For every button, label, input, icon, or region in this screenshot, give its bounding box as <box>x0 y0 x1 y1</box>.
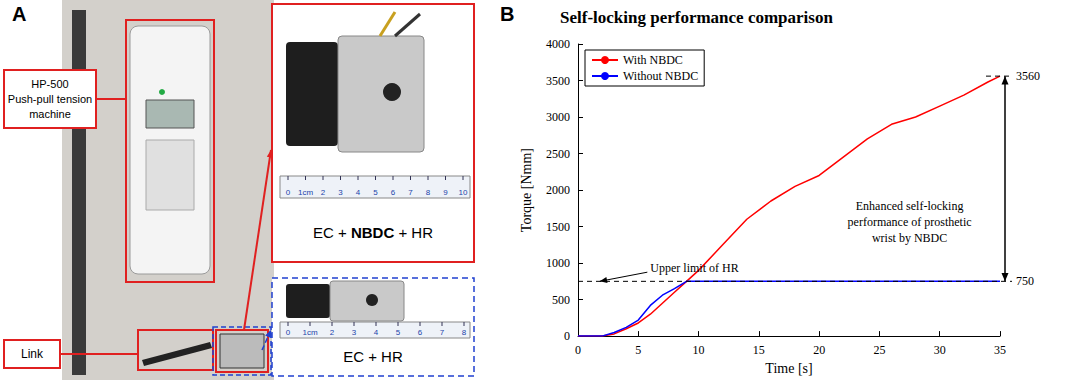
svg-text:Enhanced self-locking: Enhanced self-locking <box>856 199 964 213</box>
svg-text:4: 4 <box>356 188 361 197</box>
svg-text:10: 10 <box>459 188 468 197</box>
svg-text:2500: 2500 <box>546 147 570 161</box>
svg-text:2: 2 <box>330 328 335 337</box>
svg-text:35: 35 <box>994 343 1006 357</box>
svg-text:7: 7 <box>408 188 413 197</box>
svg-text:5: 5 <box>373 188 378 197</box>
svg-text:5: 5 <box>635 343 641 357</box>
svg-text:30: 30 <box>934 343 946 357</box>
svg-text:Without NBDC: Without NBDC <box>623 69 698 83</box>
svg-text:5: 5 <box>396 328 401 337</box>
svg-text:10: 10 <box>693 343 705 357</box>
svg-text:500: 500 <box>552 293 570 307</box>
svg-text:Self-locking performance compa: Self-locking performance comparison <box>560 8 833 27</box>
svg-text:20: 20 <box>813 343 825 357</box>
svg-text:0: 0 <box>564 329 570 343</box>
svg-text:1500: 1500 <box>546 220 570 234</box>
svg-text:7: 7 <box>440 328 445 337</box>
svg-text:EC + HR: EC + HR <box>343 348 403 365</box>
svg-text:3: 3 <box>352 328 357 337</box>
svg-text:3500: 3500 <box>546 74 570 88</box>
svg-text:750: 750 <box>1016 274 1034 288</box>
svg-text:Push-pull tension: Push-pull tension <box>8 93 92 105</box>
svg-text:Torque [Nmm]: Torque [Nmm] <box>519 148 534 232</box>
svg-text:1cm: 1cm <box>298 188 313 197</box>
svg-text:machine: machine <box>29 108 71 120</box>
svg-text:performance of prosthetic: performance of prosthetic <box>848 215 972 229</box>
svg-text:0: 0 <box>286 328 291 337</box>
svg-text:+ HR: + HR <box>394 224 433 241</box>
svg-text:9: 9 <box>443 188 448 197</box>
svg-text:3000: 3000 <box>546 110 570 124</box>
svg-text:1cm: 1cm <box>302 328 317 337</box>
svg-text:HP-500: HP-500 <box>31 78 68 90</box>
svg-text:2000: 2000 <box>546 183 570 197</box>
svg-text:2: 2 <box>321 188 326 197</box>
svg-text:0: 0 <box>575 343 581 357</box>
svg-text:6: 6 <box>418 328 423 337</box>
svg-text:8: 8 <box>426 188 431 197</box>
svg-text:3: 3 <box>338 188 343 197</box>
svg-text:Link: Link <box>21 347 44 361</box>
svg-text:NBDC: NBDC <box>351 224 394 241</box>
svg-text:wrist by NBDC: wrist by NBDC <box>872 231 947 245</box>
svg-text:25: 25 <box>873 343 885 357</box>
svg-text:Time [s]: Time [s] <box>765 361 812 376</box>
svg-text:3560: 3560 <box>1016 69 1040 83</box>
svg-text:B: B <box>500 3 514 25</box>
svg-text:6: 6 <box>391 188 396 197</box>
svg-text:0: 0 <box>286 188 291 197</box>
svg-text:EC +: EC + <box>313 224 351 241</box>
svg-text:8: 8 <box>462 328 467 337</box>
svg-text:4: 4 <box>374 328 379 337</box>
svg-text:A: A <box>12 3 26 25</box>
svg-text:15: 15 <box>753 343 765 357</box>
svg-text:1000: 1000 <box>546 256 570 270</box>
svg-text:4000: 4000 <box>546 37 570 51</box>
svg-text:With NBDC: With NBDC <box>623 53 683 67</box>
svg-text:Upper limit of HR: Upper limit of HR <box>650 261 738 275</box>
